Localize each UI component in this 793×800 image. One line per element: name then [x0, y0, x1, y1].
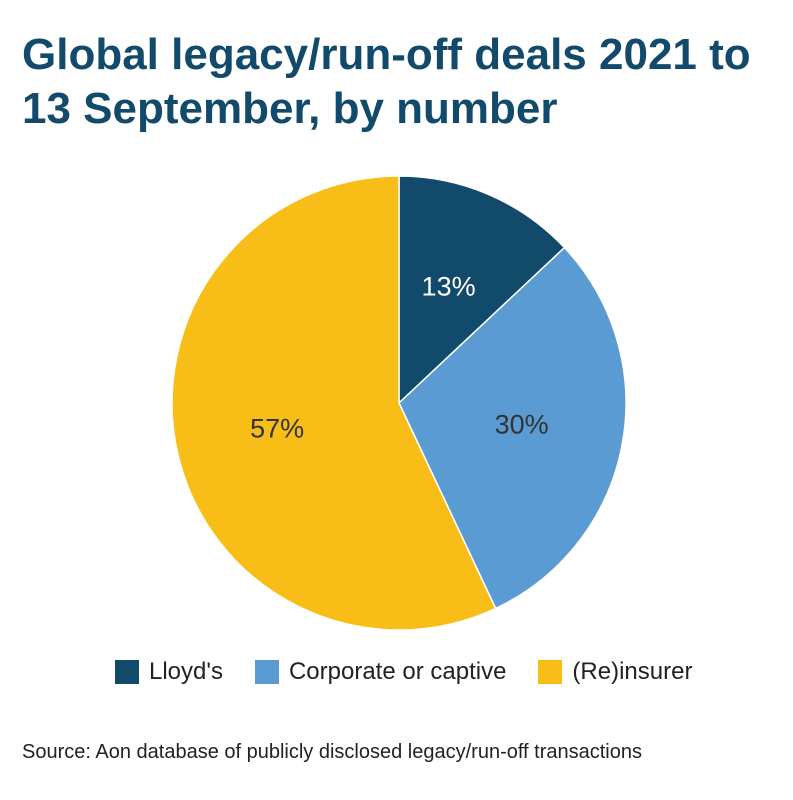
slice-label-reinsurer: 57% — [250, 413, 304, 443]
legend: Lloyd's Corporate or captive (Re)insurer — [115, 655, 692, 689]
slice-label-lloyds: 13% — [422, 272, 476, 302]
legend-item-corporate-or-captive: Corporate or captive — [254, 658, 507, 686]
legend-label-lloyds: Lloyd's — [149, 658, 223, 685]
legend-swatch-lloyds — [115, 660, 139, 684]
pie-slice-corporate-or-captive — [398, 246, 627, 610]
chart-title: Global legacy/run-off deals 2021 to 13 S… — [22, 30, 751, 133]
legend-label-corporate-or-captive: Corporate or captive — [288, 658, 507, 685]
legend-swatch-reinsurer — [538, 660, 563, 684]
pie-slice-reinsurer — [171, 175, 497, 631]
legend-item-reinsurer: (Re)insurer — [538, 658, 692, 686]
source-note: Source: Aon database of publicly disclos… — [22, 741, 642, 763]
legend-swatch-corporate-or-captive — [254, 660, 279, 684]
legend-label-reinsurer: (Re)insurer — [572, 658, 693, 685]
slice-label-corporate-or-captive: 30% — [495, 410, 549, 440]
pie-slice-lloyds — [398, 175, 566, 405]
legend-item-lloyds: Lloyd's — [115, 658, 223, 686]
